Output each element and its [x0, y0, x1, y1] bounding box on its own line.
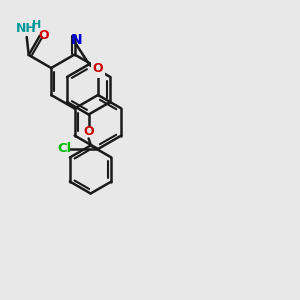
Text: O: O — [83, 125, 94, 138]
Text: O: O — [93, 62, 103, 76]
Text: O: O — [38, 29, 49, 42]
Text: N: N — [71, 32, 82, 46]
Text: Cl: Cl — [57, 142, 71, 155]
Text: H: H — [32, 20, 41, 30]
Text: NH: NH — [16, 22, 37, 35]
